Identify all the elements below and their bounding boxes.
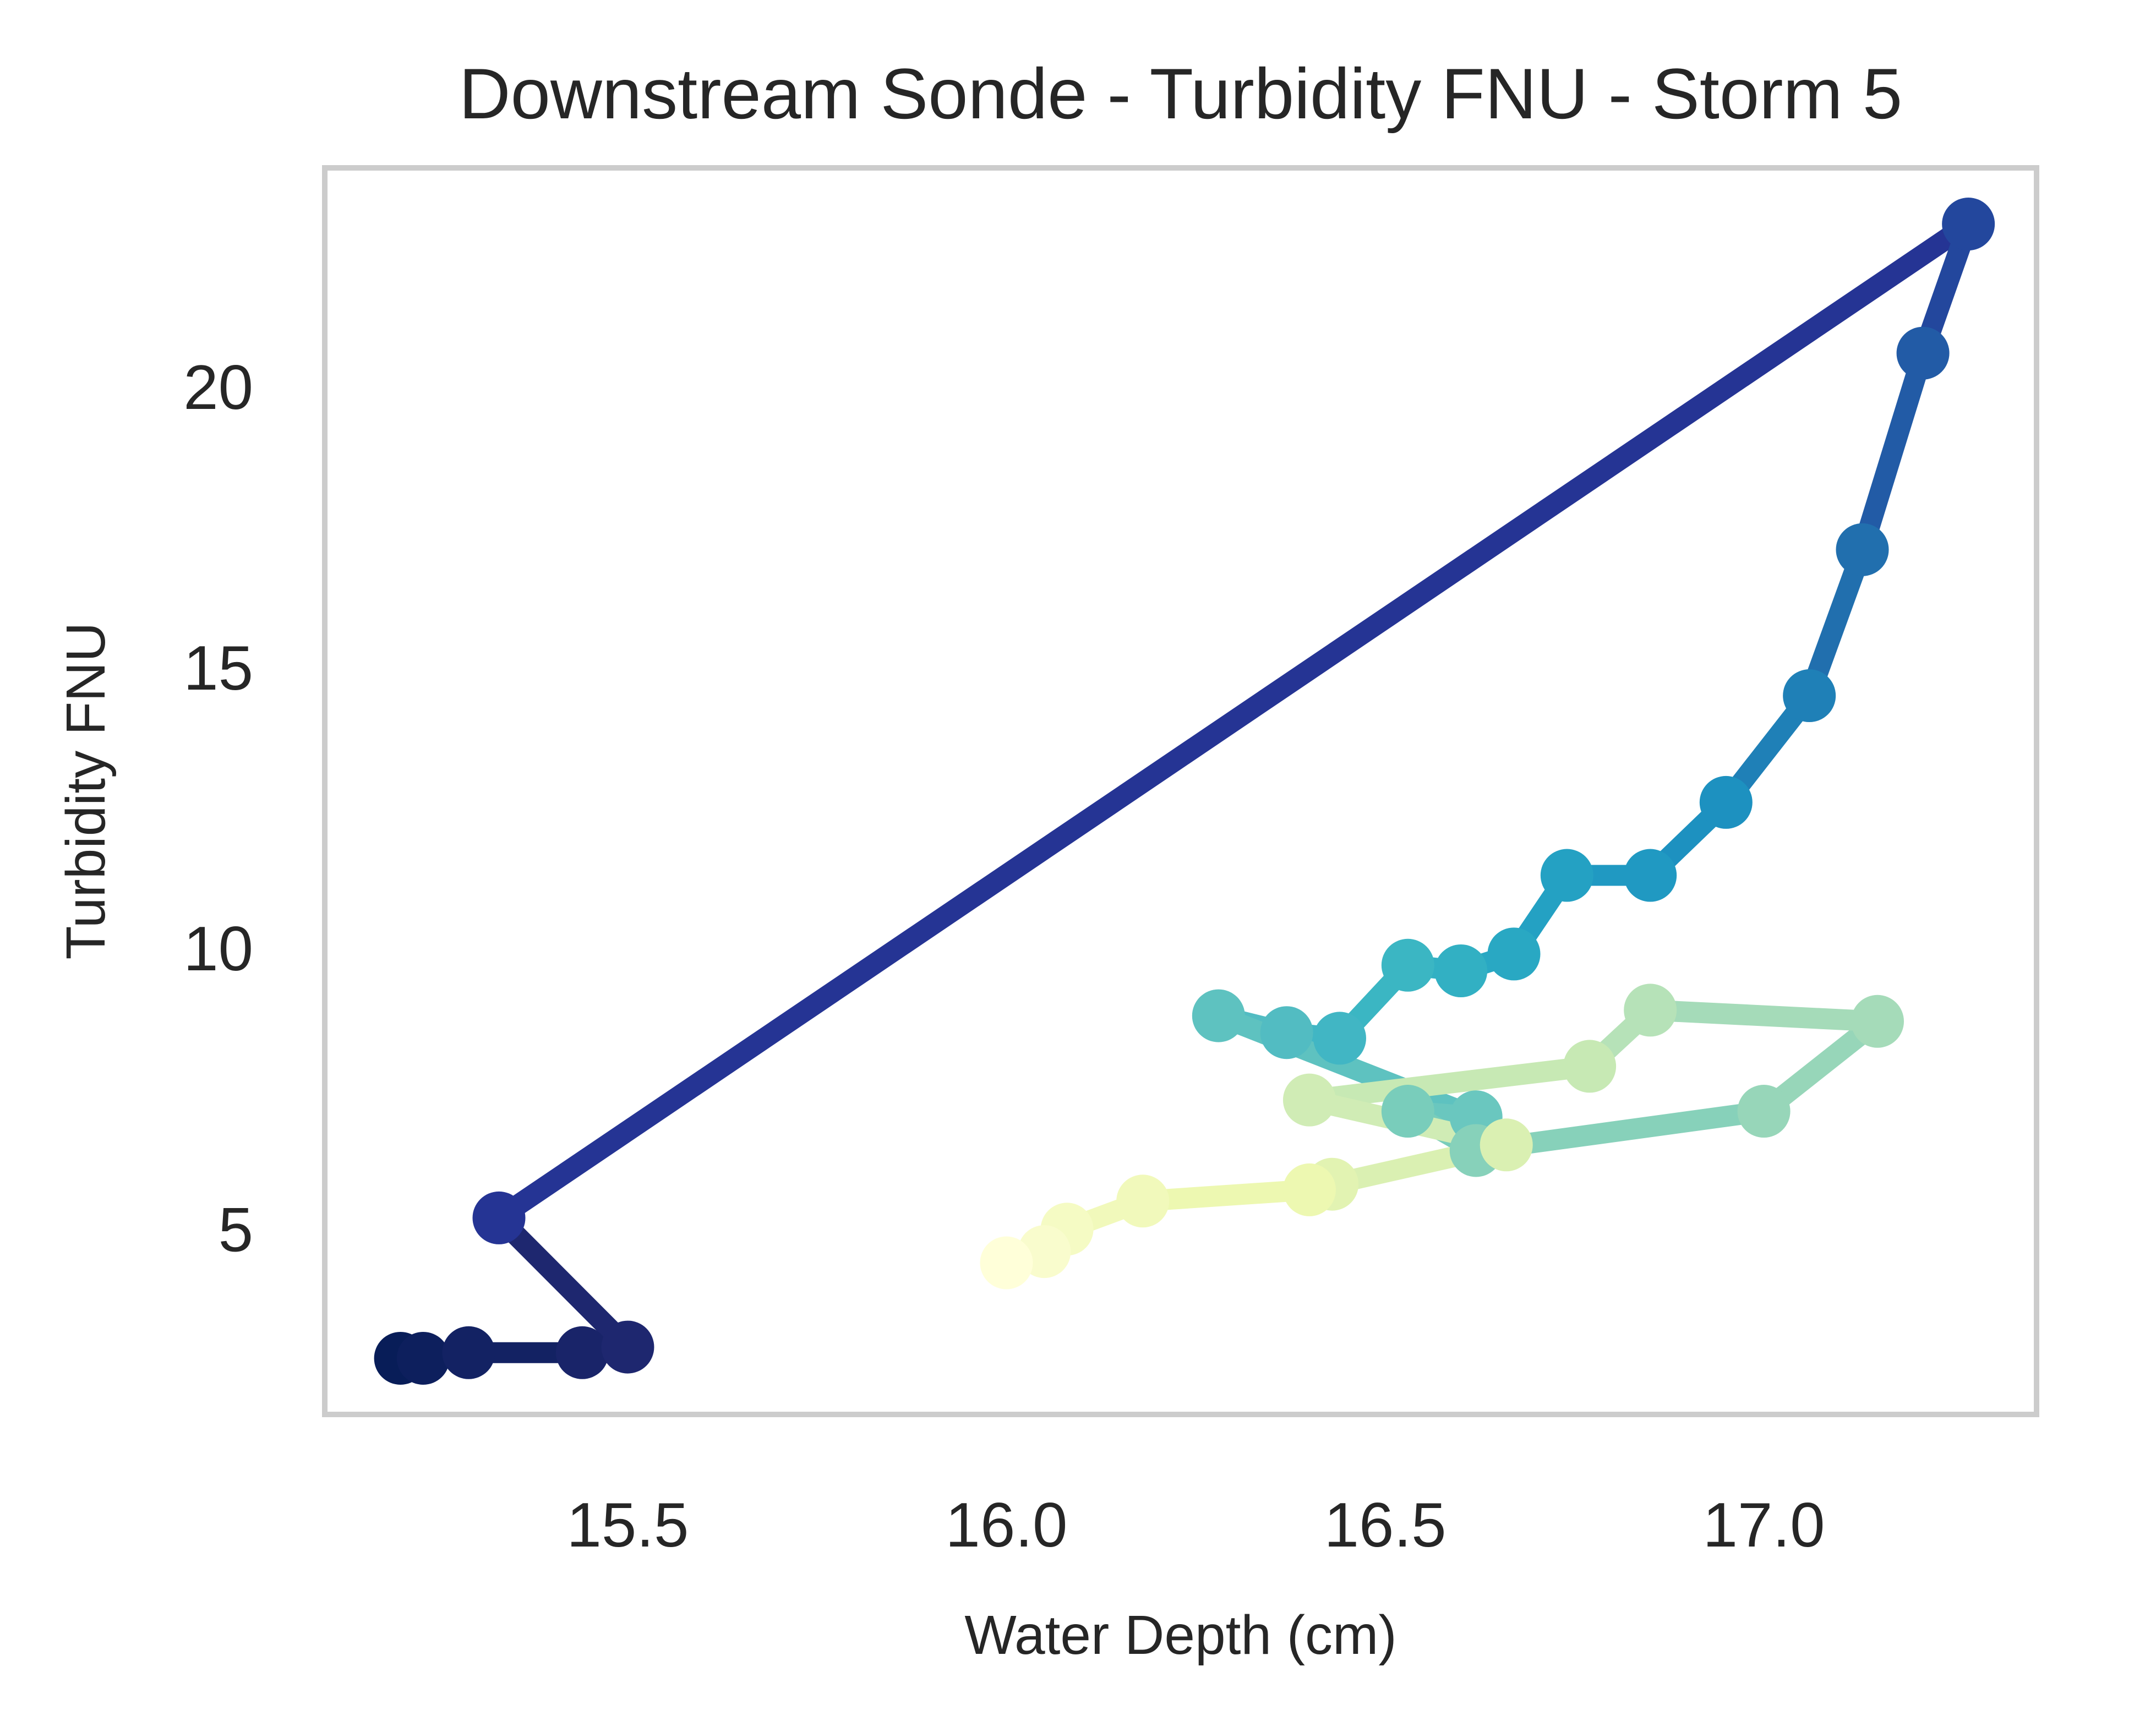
data-point <box>1896 326 1950 380</box>
data-point <box>1836 523 1889 576</box>
y-tick-labels: 5 10 15 20 <box>183 353 253 1265</box>
data-point <box>1260 1006 1313 1059</box>
data-point <box>1783 669 1836 723</box>
y-axis-label: Turbidity FNU <box>55 622 117 959</box>
data-point <box>1540 849 1593 902</box>
data-point <box>1624 849 1677 902</box>
x-tick-label: 17.0 <box>1703 1490 1825 1560</box>
x-tick-label: 16.5 <box>1324 1490 1447 1560</box>
data-point <box>1282 1073 1336 1127</box>
y-tick-label: 5 <box>219 1195 253 1265</box>
data-point <box>1851 995 1904 1048</box>
y-tick-label: 10 <box>183 914 253 984</box>
data-point <box>555 1326 609 1379</box>
x-tick-label: 16.0 <box>946 1490 1068 1560</box>
data-point <box>601 1320 654 1374</box>
data-point <box>1282 1163 1336 1216</box>
data-point <box>1942 198 1995 251</box>
series-segment <box>1298 1056 1601 1111</box>
series-points <box>374 198 1995 1385</box>
data-point <box>1480 1118 1533 1172</box>
x-tick-labels: 15.5 16.0 16.5 17.0 <box>566 1490 1825 1560</box>
data-point <box>442 1326 495 1379</box>
data-point <box>1563 1040 1617 1093</box>
series-segment <box>1640 999 1888 1032</box>
data-point <box>472 1191 526 1244</box>
data-point <box>1737 1085 1791 1138</box>
data-point <box>1381 938 1434 992</box>
data-point <box>1487 927 1541 981</box>
data-point <box>1434 944 1488 997</box>
series-segment <box>488 214 1979 1228</box>
data-point <box>1624 984 1677 1037</box>
series-segment <box>488 1207 638 1358</box>
data-point <box>1116 1174 1170 1228</box>
series-segment <box>1132 1179 1320 1212</box>
data-point <box>980 1236 1033 1290</box>
y-tick-label: 20 <box>183 353 253 423</box>
data-point <box>1192 989 1245 1042</box>
data-point <box>1313 1012 1366 1065</box>
x-tick-label: 15.5 <box>566 1490 689 1560</box>
data-point <box>396 1331 450 1385</box>
y-tick-label: 15 <box>183 633 253 703</box>
x-axis-label: Water Depth (cm) <box>964 1604 1396 1666</box>
series-segment <box>1852 342 1934 560</box>
chart-title: Downstream Sonde - Turbidity FNU - Storm… <box>459 53 1902 134</box>
data-point <box>1699 775 1753 829</box>
data-point <box>1381 1085 1434 1138</box>
